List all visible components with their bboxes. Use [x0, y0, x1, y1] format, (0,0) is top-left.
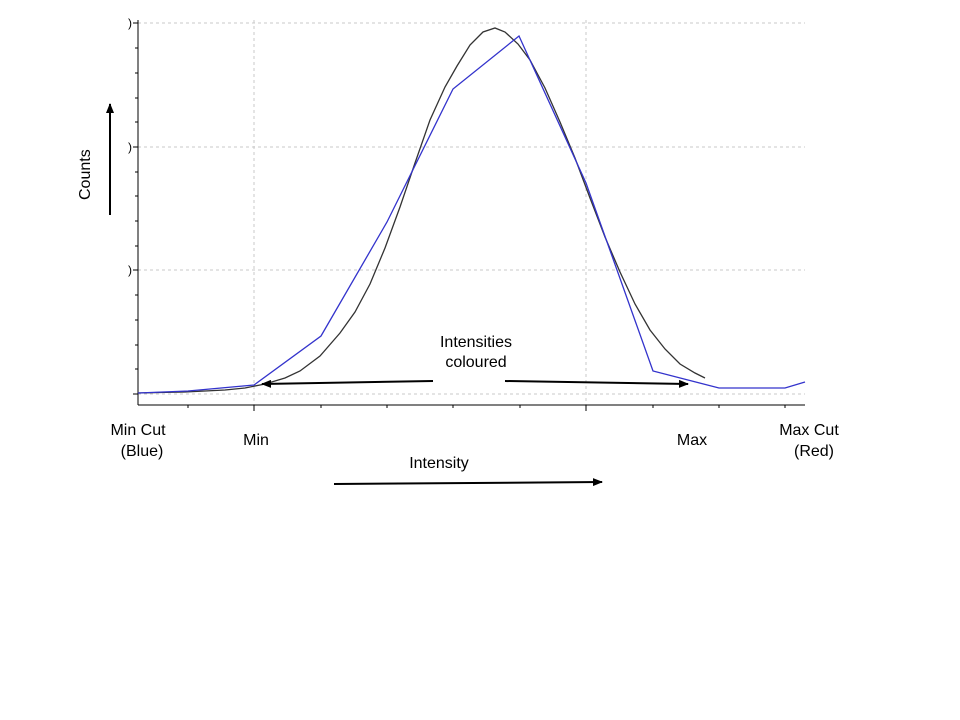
left-range-arrow: [261, 379, 434, 388]
intensity-label: Intensity: [409, 455, 469, 472]
intensities-label-line2: coloured: [445, 354, 506, 371]
max-label: Max: [677, 432, 707, 449]
counts-label: Counts: [77, 149, 94, 200]
grid-lines: [138, 20, 805, 405]
min-cut-label-line1: Min Cut: [110, 422, 166, 439]
max-cut-label-line2: (Red): [794, 443, 834, 460]
min-label: Min: [243, 432, 269, 449]
y-tick-label-fragment: ): [128, 16, 132, 30]
y-tick-label-fragment: ): [128, 263, 132, 277]
axes: [133, 20, 805, 411]
histogram-line: [137, 34, 806, 394]
min-cut-label-line2: (Blue): [121, 443, 164, 460]
y-tick-label-fragment: ): [128, 140, 132, 154]
max-cut-label-line1: Max Cut: [779, 422, 839, 439]
fit-curve: [137, 27, 706, 394]
intensity-arrow: [333, 478, 603, 487]
intensities-label-line1: Intensities: [440, 334, 512, 351]
right-range-arrow: [504, 379, 689, 388]
